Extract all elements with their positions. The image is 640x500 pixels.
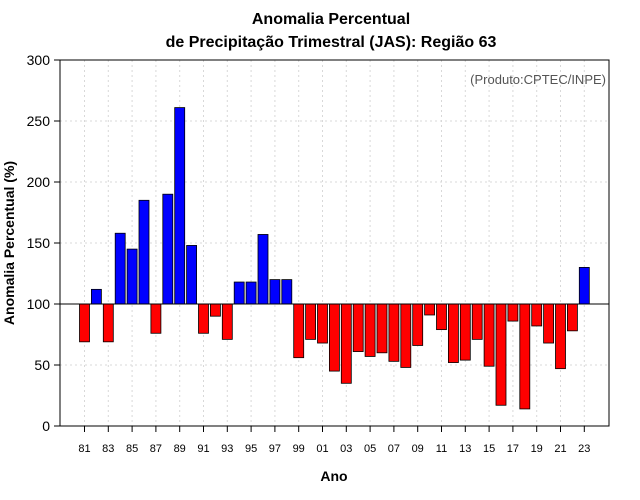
x-tick-label: 87 [150, 443, 162, 455]
bar-85 [126, 248, 138, 305]
bar-90 [186, 245, 198, 305]
bar-86 [138, 199, 150, 305]
y-tick-label: 100 [27, 296, 51, 312]
x-tick-label: 83 [102, 443, 114, 455]
product-annotation: (Produto:CPTEC/INPE) [470, 72, 606, 87]
bar-11 [436, 303, 447, 331]
y-tick-label: 0 [42, 418, 50, 434]
bar-92 [209, 303, 221, 317]
y-tick-label: 50 [34, 357, 50, 373]
y-tick-label: 300 [27, 52, 51, 68]
x-tick-label: 99 [293, 443, 305, 455]
bar-18 [519, 303, 531, 410]
bar-10 [424, 303, 436, 316]
bar-98 [281, 279, 293, 305]
bars [79, 107, 590, 410]
bar-16 [495, 303, 507, 406]
y-tick-label: 150 [27, 235, 51, 251]
bar-91 [198, 303, 209, 334]
x-tick-label: 19 [531, 443, 543, 455]
bar-81 [79, 303, 90, 343]
bar-88 [162, 193, 174, 305]
bar-20 [543, 303, 554, 344]
x-tick-label: 89 [174, 443, 186, 455]
bar-99 [293, 303, 305, 359]
bar-93 [221, 303, 233, 340]
x-tick-label: 97 [269, 443, 281, 455]
x-tick-label: 81 [78, 443, 90, 455]
bar-97 [269, 279, 281, 305]
bar-94 [233, 281, 245, 305]
bar-07 [388, 303, 400, 362]
x-axis-label: Ano [320, 468, 347, 484]
bar-23 [578, 266, 590, 305]
bar-84 [114, 232, 126, 305]
bar-17 [507, 303, 519, 322]
x-tick-label: 01 [316, 443, 328, 455]
bar-08 [400, 303, 412, 368]
bar-02 [328, 303, 340, 372]
bar-03 [340, 303, 352, 384]
x-tick-label: 17 [507, 443, 519, 455]
bar-12 [447, 303, 459, 363]
bar-19 [531, 303, 543, 327]
x-tick-label: 09 [412, 443, 424, 455]
chart-title-line1: Anomalia Percentual [252, 11, 410, 28]
bar-96 [257, 234, 269, 305]
bar-06 [376, 303, 388, 354]
x-tick-label: 15 [483, 443, 495, 455]
bar-01 [317, 303, 328, 344]
bar-89 [174, 107, 186, 305]
x-tick-label: 93 [221, 443, 233, 455]
y-tick-label: 250 [27, 113, 51, 129]
bar-09 [412, 303, 424, 346]
bar-13 [459, 303, 471, 361]
bar-00 [305, 303, 317, 340]
bar-87 [150, 303, 162, 334]
x-tick-label: 21 [554, 443, 566, 455]
bar-14 [471, 303, 483, 340]
y-tick-label: 200 [27, 174, 51, 190]
bar-95 [245, 281, 257, 305]
x-tick-label: 23 [578, 443, 590, 455]
bar-15 [483, 303, 495, 367]
bar-82 [91, 288, 102, 305]
y-axis: 0 50 100 150 200 250 300 [27, 52, 60, 434]
x-tick-label: 85 [126, 443, 138, 455]
bar-05 [364, 303, 376, 357]
x-tick-label: 95 [245, 443, 257, 455]
x-tick-label: 13 [459, 443, 471, 455]
x-tick-label: 05 [364, 443, 376, 455]
x-tick-label: 91 [197, 443, 209, 455]
bar-21 [555, 303, 566, 370]
y-axis-label: Anomalia Percentual (%) [1, 161, 17, 325]
x-tick-label: 11 [436, 443, 447, 455]
x-tick-label: 07 [388, 443, 400, 455]
bar-22 [567, 303, 578, 332]
x-axis: 81 83 85 87 89 91 93 95 97 99 01 03 05 07 09 11 13 15 17 19… [78, 426, 590, 455]
bar-04 [352, 303, 364, 352]
chart-title-line2: de Precipitação Trimestral (JAS): Região… [166, 34, 497, 51]
x-tick-label: 03 [340, 443, 352, 455]
bar-83 [102, 303, 114, 343]
